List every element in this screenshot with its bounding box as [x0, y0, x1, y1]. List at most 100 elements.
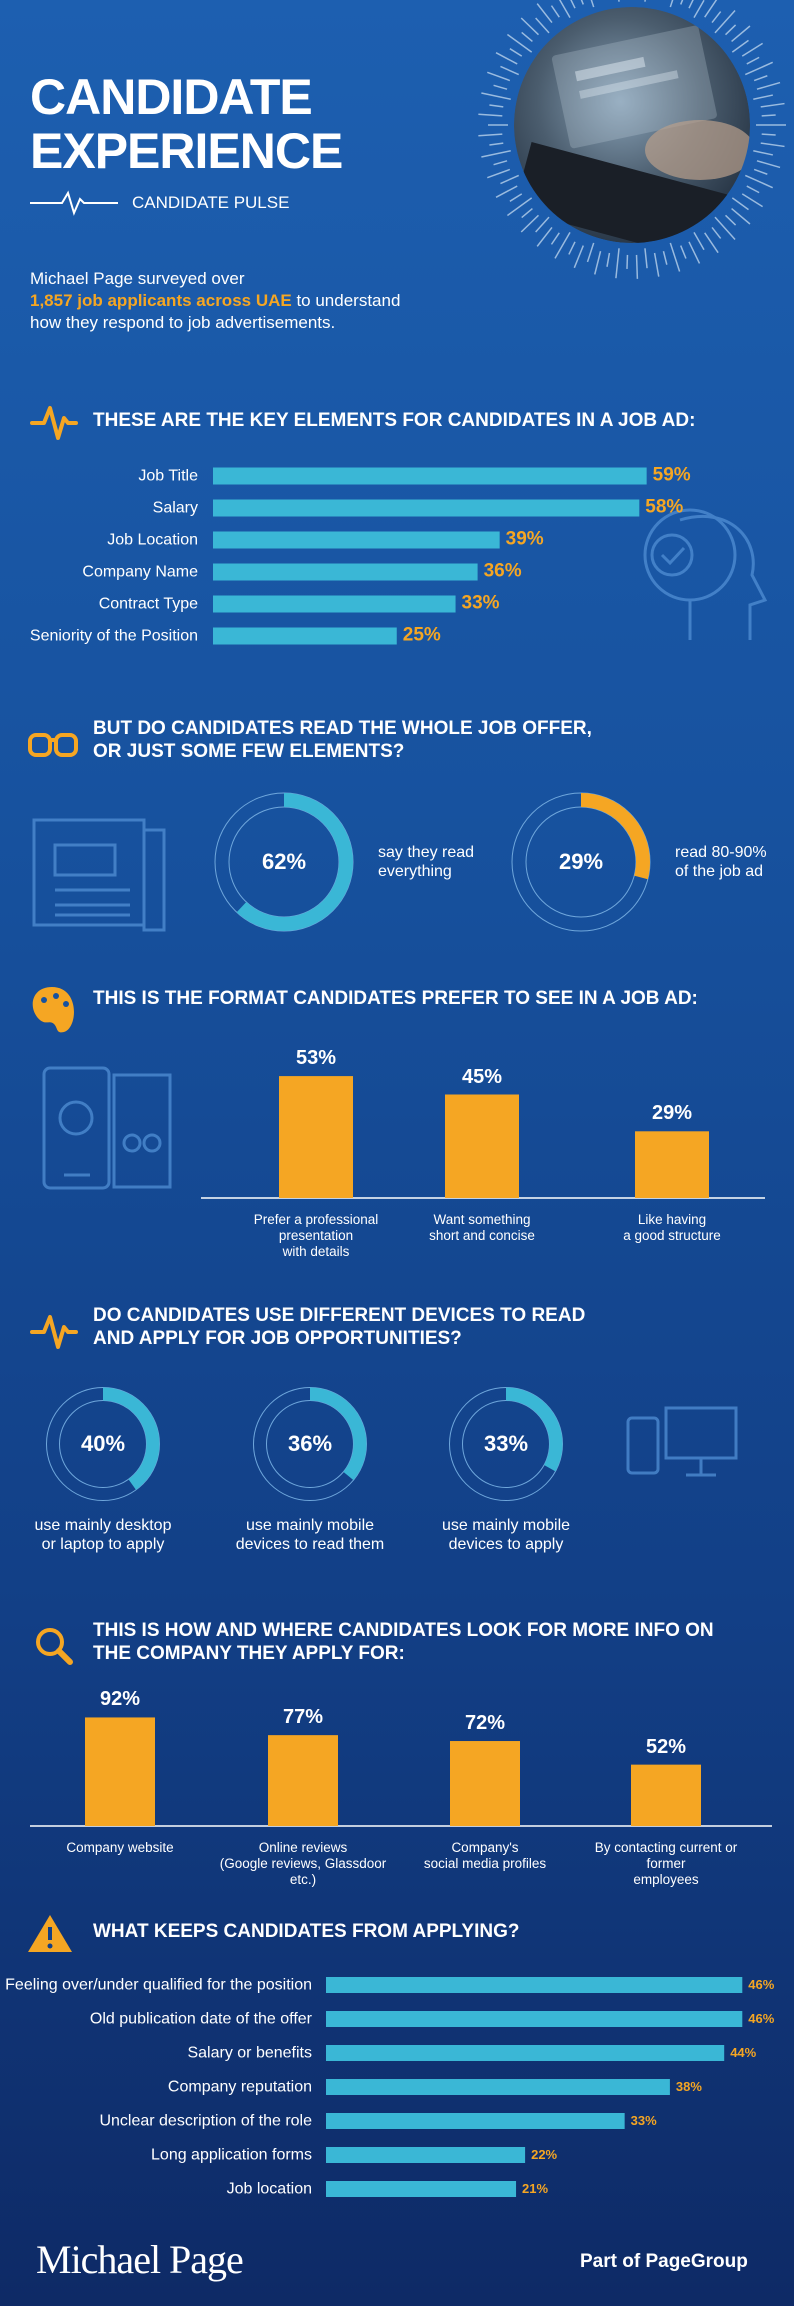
value-label: 22% — [531, 2147, 558, 2163]
ray — [618, 0, 620, 2]
ray — [509, 48, 523, 57]
ray — [753, 168, 768, 175]
ray — [714, 10, 736, 34]
ray — [495, 52, 518, 65]
category-label: say they read everything — [378, 843, 475, 880]
category-label: use mainly mobile devices to apply — [441, 1517, 571, 1554]
value-label: 72% — [464, 1712, 506, 1735]
main-title: CANDIDATE EXPERIENCE — [30, 69, 343, 179]
bar — [326, 1977, 743, 1993]
value-label: 33% — [630, 2113, 657, 2129]
ray — [573, 245, 584, 269]
ray — [731, 39, 749, 53]
category-label: Salary or benefits — [187, 2044, 312, 2062]
category-label: Job location — [226, 2180, 312, 2198]
value-label: 33% — [483, 1430, 529, 1456]
ray — [756, 160, 781, 169]
ray — [704, 0, 718, 18]
ray — [731, 25, 751, 43]
intro-highlight: 1,857 job applicants across UAE — [30, 291, 292, 311]
ray — [487, 168, 511, 179]
bar — [450, 1741, 520, 1826]
category-label: Job Title — [138, 467, 198, 485]
value-label: 58% — [645, 496, 684, 518]
category-label: Want something short and concise — [429, 1212, 535, 1244]
chart-title: THESE ARE THE KEY ELEMENTS FOR CANDIDATE… — [93, 410, 696, 431]
ray — [489, 142, 504, 146]
category-label: Company Name — [82, 563, 198, 581]
value-label: 62% — [261, 848, 307, 874]
bar — [213, 563, 478, 581]
ray — [761, 114, 776, 117]
value-label: 39% — [505, 528, 544, 550]
bar — [213, 595, 456, 613]
bar — [279, 1076, 353, 1198]
ray — [688, 241, 701, 264]
bar — [213, 467, 647, 485]
category-label: use mainly mobile devices to read them — [235, 1517, 385, 1554]
ray — [704, 232, 719, 254]
ray — [731, 207, 751, 225]
ray — [509, 193, 523, 202]
ray — [615, 248, 620, 279]
ray — [521, 31, 533, 43]
value-label: 92% — [99, 1688, 141, 1711]
ray — [711, 226, 722, 239]
ray — [481, 92, 511, 100]
category-label: By contacting current or former employee… — [594, 1840, 738, 1888]
ray — [520, 17, 540, 36]
value-label: 77% — [282, 1706, 324, 1729]
ray — [506, 197, 533, 217]
ray — [568, 241, 576, 255]
ray — [693, 232, 705, 251]
ray — [606, 252, 611, 267]
bar — [85, 1717, 155, 1826]
subtitle: CANDIDATE PULSE — [132, 193, 290, 212]
ray — [746, 56, 760, 65]
ray — [594, 250, 602, 275]
ray — [558, 0, 571, 18]
bar — [326, 2045, 725, 2061]
category-label: Company website — [66, 1840, 174, 1855]
category-label: Unclear description of the role — [99, 2112, 312, 2130]
bar — [326, 2011, 743, 2027]
value-label: 29% — [651, 1102, 693, 1125]
chart-title: THIS IS THE FORMAT CANDIDATES PREFER TO … — [93, 988, 698, 1009]
ray — [714, 216, 736, 240]
donut-arc — [253, 1387, 367, 1501]
ray — [731, 197, 749, 211]
ray — [724, 24, 737, 36]
category-label: Job Location — [107, 531, 198, 549]
ray — [711, 11, 722, 24]
ray — [753, 75, 768, 82]
ray — [693, 0, 705, 18]
value-label: 36% — [287, 1430, 333, 1456]
ray — [724, 214, 737, 226]
ray — [487, 71, 511, 82]
intro: Michael Page surveyed over 1,857 job app… — [30, 268, 430, 334]
value-label: 53% — [295, 1047, 337, 1070]
ray — [590, 0, 595, 8]
bar — [445, 1094, 519, 1198]
ray — [744, 174, 773, 189]
chart-title: WHAT KEEPS CANDIDATES FROM APPLYING? — [93, 1921, 520, 1942]
category-label: Contract Type — [98, 595, 198, 613]
category-label: Seniority of the Position — [29, 627, 198, 645]
value-label: 21% — [522, 2181, 549, 2197]
ray — [669, 0, 674, 8]
ray — [662, 250, 668, 265]
ray — [586, 242, 595, 263]
ray — [680, 245, 687, 259]
ray — [761, 133, 776, 136]
value-label: 52% — [645, 1735, 687, 1758]
category-label: Salary — [152, 499, 198, 517]
value-label: 46% — [748, 1977, 775, 1993]
ray — [756, 81, 781, 90]
ray — [688, 0, 694, 9]
category-label: read 80-90% of the job ad — [675, 843, 767, 880]
bar — [635, 1131, 709, 1198]
photo-rays — [478, 0, 786, 279]
bar — [326, 2181, 517, 2197]
